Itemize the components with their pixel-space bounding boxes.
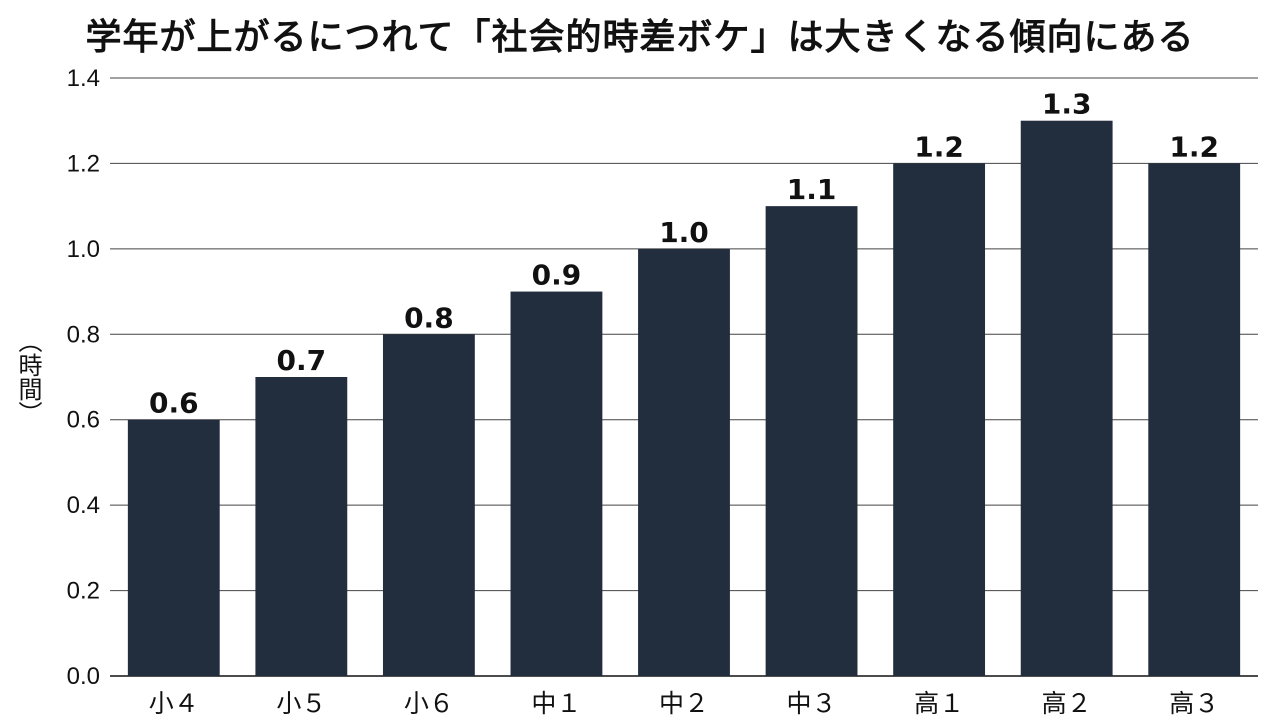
y-tick-labels: 0.0 0.2 0.4 0.6 0.8 1.0 1.2 1.4 xyxy=(67,65,100,690)
y-tick-label: 0.2 xyxy=(67,578,100,605)
y-tick-label: 0.0 xyxy=(67,663,100,690)
chart-title: 学年が上がるにつれて「社会的時差ボケ」は大きくなる傾向にある xyxy=(85,17,1195,58)
y-tick-label: 1.4 xyxy=(67,65,100,92)
x-tick-label: 中１ xyxy=(531,689,581,718)
bars xyxy=(127,120,1241,676)
bar xyxy=(255,377,348,676)
data-label: 0.8 xyxy=(404,301,454,334)
bar xyxy=(510,291,603,676)
data-labels: 0.6 0.7 0.8 0.9 1.0 1.1 1.2 1.3 1.2 xyxy=(149,88,1219,420)
data-label: 0.7 xyxy=(277,344,327,377)
x-tick-label: 小５ xyxy=(276,689,326,718)
y-tick-label: 0.6 xyxy=(67,407,100,434)
data-label: 1.1 xyxy=(787,173,837,206)
bar xyxy=(893,163,986,676)
y-tick-label: 1.0 xyxy=(67,236,100,263)
bar xyxy=(638,248,730,676)
y-axis-label: （時間） xyxy=(14,329,42,425)
x-tick-labels: 小４ 小５ 小６ 中１ 中２ 中３ 高１ 高２ 高３ xyxy=(149,689,1219,718)
x-tick-label: 高１ xyxy=(914,689,964,718)
x-tick-label: 小４ xyxy=(149,689,199,718)
bar xyxy=(382,334,475,676)
bar xyxy=(127,419,220,676)
bar xyxy=(765,206,858,676)
bar xyxy=(1020,120,1113,676)
data-label: 0.6 xyxy=(149,387,199,420)
x-tick-label: 中３ xyxy=(787,689,837,718)
x-tick-label: 小６ xyxy=(404,689,454,718)
x-tick-label: 中２ xyxy=(659,689,709,718)
x-tick-label: 高２ xyxy=(1042,689,1092,718)
x-tick-label: 高３ xyxy=(1169,689,1219,718)
data-label: 1.2 xyxy=(1169,130,1219,163)
data-label: 1.2 xyxy=(914,130,964,163)
data-label: 1.3 xyxy=(1042,88,1092,121)
data-label: 0.9 xyxy=(532,259,582,292)
data-label: 1.0 xyxy=(659,216,709,249)
bar xyxy=(1148,163,1241,676)
y-tick-label: 1.2 xyxy=(67,150,100,177)
y-tick-label: 0.8 xyxy=(67,321,100,348)
y-tick-label: 0.4 xyxy=(67,492,100,519)
